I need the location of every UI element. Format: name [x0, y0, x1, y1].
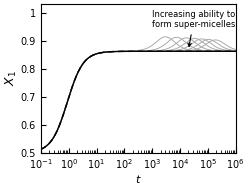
Y-axis label: $X_1$: $X_1$: [4, 70, 19, 86]
X-axis label: $t$: $t$: [135, 173, 142, 185]
Text: Increasing ability to
form super-micelles: Increasing ability to form super-micelle…: [152, 10, 236, 46]
